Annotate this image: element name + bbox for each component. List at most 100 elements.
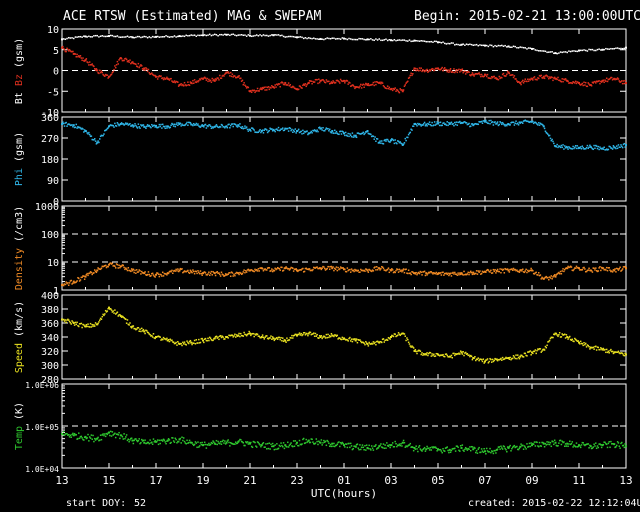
- data-point-phi: [472, 124, 475, 127]
- data-point-density: [575, 265, 578, 268]
- data-point-phi: [340, 133, 343, 135]
- data-point-bz: [78, 56, 81, 58]
- data-point-bz: [318, 78, 320, 81]
- data-point-bz: [73, 52, 76, 55]
- data-point-density: [455, 273, 458, 276]
- data-point-speed: [242, 335, 245, 337]
- data-point-bt: [239, 34, 241, 36]
- data-point-density: [301, 268, 303, 270]
- data-point-phi: [433, 124, 435, 126]
- data-point-phi: [212, 127, 214, 129]
- data-point-temp: [63, 434, 66, 436]
- data-point-phi: [319, 127, 322, 130]
- data-point-phi: [61, 123, 63, 125]
- data-point-bz: [218, 79, 220, 81]
- data-point-phi: [519, 121, 522, 124]
- data-point-phi: [258, 130, 260, 132]
- data-point-bz: [292, 86, 295, 88]
- data-point-speed: [188, 340, 191, 343]
- data-point-bz: [67, 48, 69, 51]
- data-point-density: [109, 262, 111, 265]
- data-point-speed: [485, 359, 487, 361]
- data-point-temp: [147, 441, 150, 444]
- ytick-label-speed-2: 320: [41, 347, 59, 358]
- data-point-bz: [477, 72, 480, 75]
- data-point-speed: [457, 353, 459, 355]
- data-point-speed: [163, 337, 166, 340]
- data-point-bz: [216, 77, 219, 79]
- data-point-speed: [321, 337, 323, 340]
- data-point-density: [200, 272, 203, 275]
- data-point-bz: [284, 81, 287, 84]
- data-point-speed: [610, 348, 612, 351]
- data-point-density: [296, 269, 298, 272]
- data-point-speed: [287, 339, 290, 341]
- data-point-bt: [156, 35, 159, 38]
- data-point-density: [619, 266, 621, 269]
- data-point-phi: [482, 120, 485, 122]
- data-point-density: [479, 270, 481, 272]
- data-point-speed: [110, 309, 113, 311]
- data-point-speed: [232, 336, 234, 338]
- data-point-bz: [137, 62, 140, 65]
- data-point-bt: [208, 33, 211, 36]
- data-point-bz: [270, 87, 272, 89]
- data-point-phi: [112, 124, 114, 127]
- data-point-density: [91, 273, 93, 276]
- data-point-bz: [443, 68, 445, 70]
- data-point-bt: [361, 38, 364, 40]
- data-point-phi: [236, 126, 239, 128]
- data-point-bz: [233, 75, 235, 77]
- data-point-speed: [221, 335, 224, 338]
- data-point-bz: [591, 81, 594, 84]
- data-point-density: [442, 271, 444, 274]
- data-point-density: [588, 267, 590, 270]
- ytick-label-mag-3: 5: [53, 46, 59, 57]
- data-point-bz: [239, 77, 241, 80]
- data-point-bt: [616, 47, 619, 49]
- data-point-temp: [614, 446, 616, 449]
- data-point-phi: [364, 132, 366, 135]
- data-point-temp: [167, 438, 170, 440]
- data-point-temp: [320, 439, 323, 441]
- data-point-speed: [495, 358, 498, 361]
- data-point-density: [208, 271, 210, 273]
- data-point-temp: [202, 444, 204, 447]
- data-point-density: [402, 268, 405, 270]
- data-point-temp: [422, 447, 425, 450]
- data-point-bz: [167, 78, 170, 81]
- data-point-bz: [117, 63, 119, 65]
- data-point-phi: [99, 135, 102, 138]
- data-point-bt: [568, 50, 570, 52]
- data-point-temp: [411, 446, 413, 448]
- data-point-phi: [234, 123, 237, 126]
- data-point-bz: [245, 85, 247, 88]
- data-point-density: [528, 270, 531, 272]
- data-point-phi: [378, 141, 381, 144]
- data-point-bz: [404, 84, 407, 86]
- data-point-bz: [281, 81, 284, 84]
- data-point-phi: [176, 122, 178, 124]
- data-point-speed: [245, 334, 248, 337]
- data-point-temp: [195, 442, 198, 444]
- data-point-bz: [62, 45, 64, 48]
- data-point-bt: [358, 37, 360, 40]
- data-point-temp: [387, 445, 390, 447]
- data-point-phi: [256, 131, 259, 134]
- data-point-bt: [395, 39, 397, 42]
- data-point-bz: [320, 79, 323, 82]
- data-point-bt: [413, 39, 416, 42]
- data-point-bt: [407, 40, 409, 42]
- data-point-speed: [100, 318, 103, 321]
- data-point-speed: [595, 349, 598, 351]
- data-point-density: [100, 267, 103, 269]
- data-point-temp: [461, 444, 464, 446]
- data-point-temp: [198, 445, 201, 447]
- data-point-temp: [371, 447, 374, 449]
- data-point-speed: [447, 356, 449, 358]
- data-point-bz: [464, 70, 466, 73]
- data-point-temp: [621, 441, 623, 444]
- data-point-bz: [380, 82, 382, 85]
- data-point-speed: [625, 353, 627, 356]
- data-point-temp: [134, 438, 136, 440]
